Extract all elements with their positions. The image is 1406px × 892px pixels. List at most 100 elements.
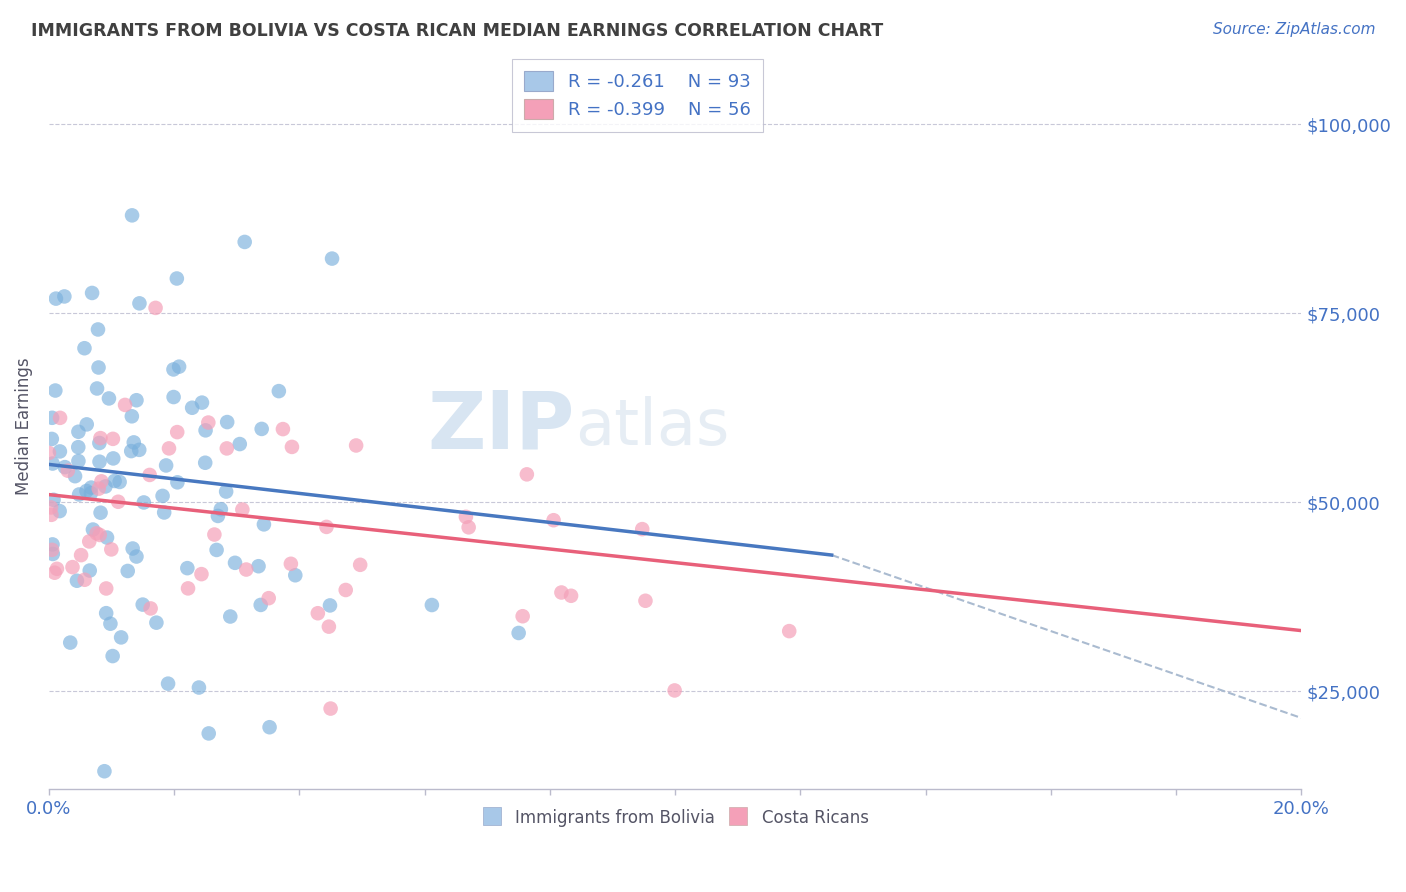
- Point: [41, 542, 63, 557]
- Point: [231, 502, 253, 516]
- Point: [217, 415, 239, 429]
- Point: [138, 467, 160, 482]
- Point: [550, 585, 572, 599]
- Point: [209, 502, 232, 516]
- Point: [104, 474, 127, 488]
- Point: [166, 425, 188, 439]
- Point: [125, 393, 148, 408]
- Point: [90, 475, 112, 489]
- Point: [543, 513, 565, 527]
- Point: [157, 442, 180, 456]
- Point: [96, 582, 118, 596]
- Point: [664, 683, 686, 698]
- Point: [77, 534, 100, 549]
- Point: [49, 444, 72, 458]
- Point: [457, 520, 479, 534]
- Point: [41, 410, 63, 425]
- Point: [215, 442, 238, 456]
- Point: [86, 382, 108, 396]
- Text: atlas: atlas: [575, 396, 730, 458]
- Point: [103, 451, 125, 466]
- Point: [87, 360, 110, 375]
- Point: [48, 504, 70, 518]
- Point: [44, 384, 66, 398]
- Point: [153, 506, 176, 520]
- Point: [87, 482, 110, 496]
- Point: [284, 568, 307, 582]
- Point: [89, 528, 111, 542]
- Point: [634, 594, 657, 608]
- Text: Source: ZipAtlas.com: Source: ZipAtlas.com: [1212, 22, 1375, 37]
- Point: [229, 437, 252, 451]
- Point: [162, 362, 184, 376]
- Point: [38, 446, 60, 460]
- Point: [53, 289, 76, 303]
- Point: [59, 635, 82, 649]
- Point: [512, 609, 534, 624]
- Point: [89, 436, 111, 450]
- Point: [247, 559, 270, 574]
- Point: [281, 440, 304, 454]
- Point: [132, 495, 155, 509]
- Point: [67, 454, 90, 468]
- Point: [181, 401, 204, 415]
- Point: [73, 573, 96, 587]
- Point: [75, 483, 97, 498]
- Point: [560, 589, 582, 603]
- Point: [349, 558, 371, 572]
- Point: [280, 557, 302, 571]
- Point: [321, 252, 343, 266]
- Point: [53, 460, 76, 475]
- Point: [125, 549, 148, 564]
- Point: [49, 410, 72, 425]
- Point: [73, 341, 96, 355]
- Point: [187, 681, 209, 695]
- Point: [42, 492, 65, 507]
- Point: [267, 384, 290, 398]
- Point: [89, 431, 111, 445]
- Point: [110, 631, 132, 645]
- Point: [79, 564, 101, 578]
- Point: [66, 574, 89, 588]
- Point: [76, 417, 98, 432]
- Point: [176, 561, 198, 575]
- Point: [250, 422, 273, 436]
- Point: [166, 271, 188, 285]
- Point: [318, 620, 340, 634]
- Point: [117, 564, 139, 578]
- Point: [454, 509, 477, 524]
- Point: [114, 398, 136, 412]
- Point: [44, 566, 66, 580]
- Point: [67, 487, 90, 501]
- Point: [233, 235, 256, 249]
- Point: [96, 606, 118, 620]
- Point: [42, 547, 65, 561]
- Point: [131, 598, 153, 612]
- Point: [145, 615, 167, 630]
- Point: [253, 517, 276, 532]
- Point: [166, 475, 188, 490]
- Point: [41, 508, 63, 522]
- Point: [45, 292, 67, 306]
- Point: [157, 676, 180, 690]
- Point: [67, 440, 90, 454]
- Point: [96, 531, 118, 545]
- Point: [128, 296, 150, 310]
- Point: [107, 495, 129, 509]
- Point: [121, 409, 143, 424]
- Point: [87, 322, 110, 336]
- Point: [194, 456, 217, 470]
- Point: [516, 467, 538, 482]
- Text: IMMIGRANTS FROM BOLIVIA VS COSTA RICAN MEDIAN EARNINGS CORRELATION CHART: IMMIGRANTS FROM BOLIVIA VS COSTA RICAN M…: [31, 22, 883, 40]
- Point: [100, 616, 122, 631]
- Point: [315, 520, 337, 534]
- Point: [94, 479, 117, 493]
- Point: [80, 481, 103, 495]
- Point: [80, 285, 103, 300]
- Point: [86, 526, 108, 541]
- Point: [120, 444, 142, 458]
- Point: [62, 560, 84, 574]
- Point: [90, 506, 112, 520]
- Point: [335, 582, 357, 597]
- Text: ZIP: ZIP: [427, 388, 575, 466]
